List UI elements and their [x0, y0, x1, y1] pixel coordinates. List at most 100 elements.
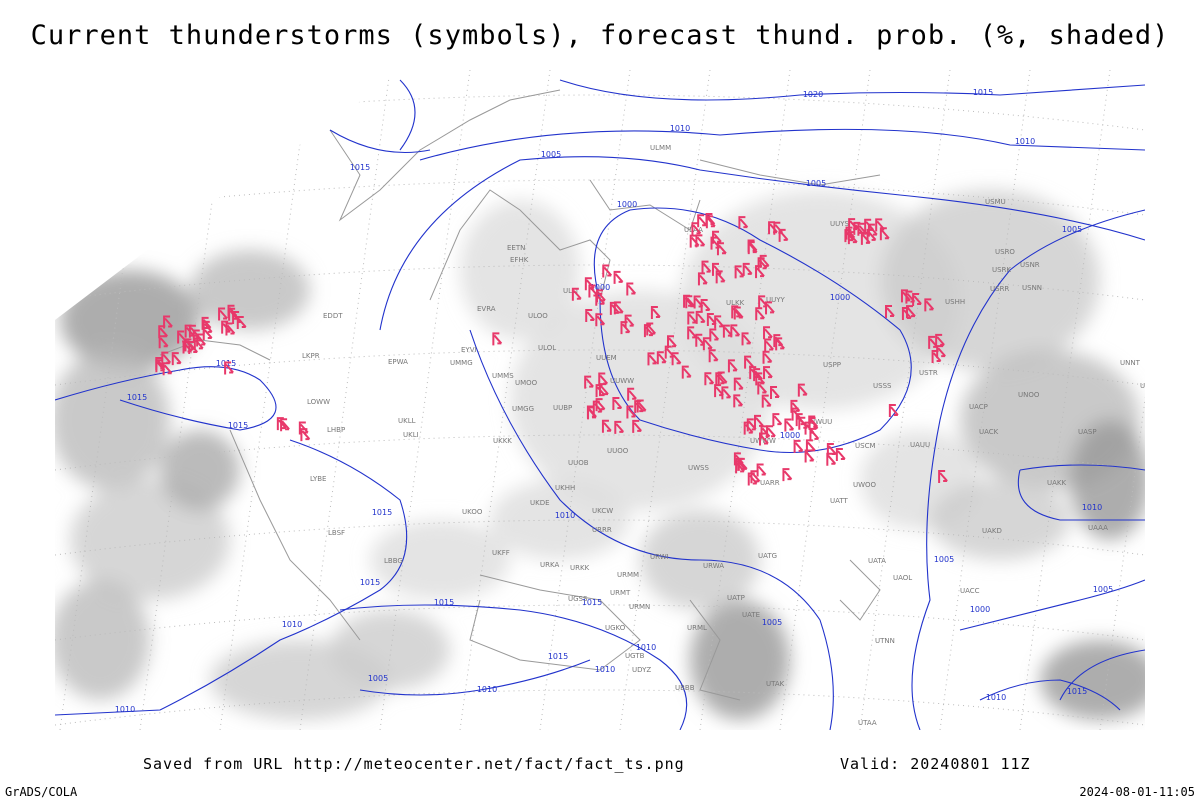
station-label: URKK — [570, 564, 590, 572]
thunderstorm-symbol — [742, 262, 753, 276]
thunderstorm-symbol — [695, 310, 706, 324]
thunderstorm-symbol — [935, 333, 945, 347]
probability-shading — [55, 190, 1145, 720]
station-label: EVRA — [477, 305, 496, 313]
source-url: Saved from URL http://meteocenter.net/fa… — [143, 755, 685, 773]
thunderstorm-symbol — [584, 375, 594, 389]
isobar-label: 1010 — [636, 643, 656, 652]
graticule-line — [139, 70, 231, 730]
station-label: UGSS — [568, 595, 588, 603]
thunderstorm-symbol — [735, 460, 745, 474]
thunderstorm-symbol — [733, 306, 744, 320]
thunderstorm-symbol — [768, 221, 778, 235]
isobar-label: 1015 — [548, 652, 568, 661]
isobar-label: 1000 — [970, 605, 990, 614]
graticule-line — [539, 70, 631, 730]
coastlines — [159, 89, 881, 701]
station-label: USHH — [945, 298, 965, 306]
isobar-label: 1005 — [541, 150, 561, 159]
thunderstorm-symbol — [702, 337, 713, 351]
thunderstorm-symbol — [765, 301, 775, 315]
station-label: UGKO — [605, 624, 626, 632]
station-label: LBSF — [328, 529, 345, 537]
thunderstorm-symbol — [585, 308, 595, 322]
thunderstorm-symbol — [192, 329, 203, 343]
station-label: ULOL — [538, 344, 556, 352]
isobar — [959, 579, 1145, 631]
thunderstorm-symbol — [177, 330, 187, 344]
isobar-label: 1015 — [372, 508, 392, 517]
station-label: UUYY — [766, 296, 786, 304]
station-label: LOWW — [307, 398, 330, 406]
thunderstorm-symbol — [163, 315, 173, 329]
station-label: UAKK — [1047, 479, 1067, 487]
station-label: UWUU — [810, 418, 832, 426]
isobar-label: 1010 — [1082, 503, 1102, 512]
station-label: UATP — [727, 594, 745, 602]
thunderstorm-symbol — [797, 383, 808, 397]
isobar-label: 1010 — [986, 693, 1006, 702]
station-label: LHBP — [327, 426, 345, 434]
thunderstorm-symbol — [826, 443, 837, 457]
station-label: UACP — [969, 403, 988, 411]
thunderstorm-symbol — [613, 270, 624, 284]
thunderstorm-symbol — [845, 226, 856, 240]
station-label: UATT — [830, 497, 849, 505]
thunderstorm-symbol — [759, 254, 770, 268]
thunderstorm-symbol — [762, 350, 773, 364]
graticule-line — [1019, 70, 1111, 730]
station-label: UUYS — [830, 220, 850, 228]
isobar-label: 1015 — [360, 578, 380, 587]
isobar — [55, 439, 408, 716]
station-label: UKKK — [493, 437, 512, 445]
graticule-line — [379, 70, 471, 730]
isobar — [329, 79, 431, 154]
thunderstorm-symbol — [601, 419, 612, 433]
thunderstorm-symbol — [693, 295, 704, 309]
station-label: UUOO — [607, 447, 629, 455]
station-label: UWWW — [750, 437, 776, 445]
graticule-line — [59, 70, 151, 730]
thunderstorm-symbol — [790, 399, 801, 413]
thunderstorm-symbol — [727, 359, 738, 373]
isobar — [593, 207, 912, 454]
station-label: URMM — [617, 571, 639, 579]
thunderstorm-symbol — [595, 398, 606, 412]
thunderstorm-symbol — [687, 311, 698, 325]
graticule-line — [299, 70, 391, 730]
thunderstorm-symbol — [704, 372, 715, 386]
station-label: UKCW — [592, 507, 613, 515]
thunderstorm-symbol — [276, 417, 287, 431]
thunderstorm-symbol — [809, 427, 820, 441]
isobar-label: 1015 — [228, 421, 248, 430]
station-label: ULOO — [528, 312, 548, 320]
station-label: USPP — [823, 361, 841, 369]
thunderstorm-symbol — [224, 361, 234, 375]
graticule-line — [779, 70, 871, 730]
thunderstorm-symbol — [492, 332, 503, 346]
coastline — [229, 429, 361, 641]
station-label: UDYZ — [632, 666, 651, 674]
thunderstorm-symbol — [747, 241, 758, 255]
station-label: UKFF — [492, 549, 510, 557]
thunderstorm-symbol — [750, 470, 761, 484]
thunderstorm-symbol — [709, 328, 720, 342]
station-label: UMGG — [512, 405, 534, 413]
isobar-label: 1005 — [806, 179, 826, 188]
station-label: URML — [687, 624, 707, 632]
thunderstorm-symbol — [671, 352, 682, 366]
thunderstorm-symbols — [155, 213, 948, 486]
station-label: USRO — [995, 248, 1015, 256]
thunderstorm-symbol — [701, 260, 712, 274]
station-label: UAKD — [982, 527, 1002, 535]
thunderstorm-symbol — [612, 397, 623, 411]
thunderstorm-symbol — [712, 230, 722, 244]
thunderstorm-symbol — [741, 332, 752, 346]
station-label: UTAK — [766, 680, 785, 688]
graticule-line — [219, 70, 311, 730]
shade-blob — [1040, 640, 1145, 720]
station-label: UAOL — [893, 574, 912, 582]
station-label: ULKK — [726, 299, 745, 307]
isobar-label: 1020 — [803, 90, 823, 99]
thunderstorm-symbol — [853, 221, 864, 235]
